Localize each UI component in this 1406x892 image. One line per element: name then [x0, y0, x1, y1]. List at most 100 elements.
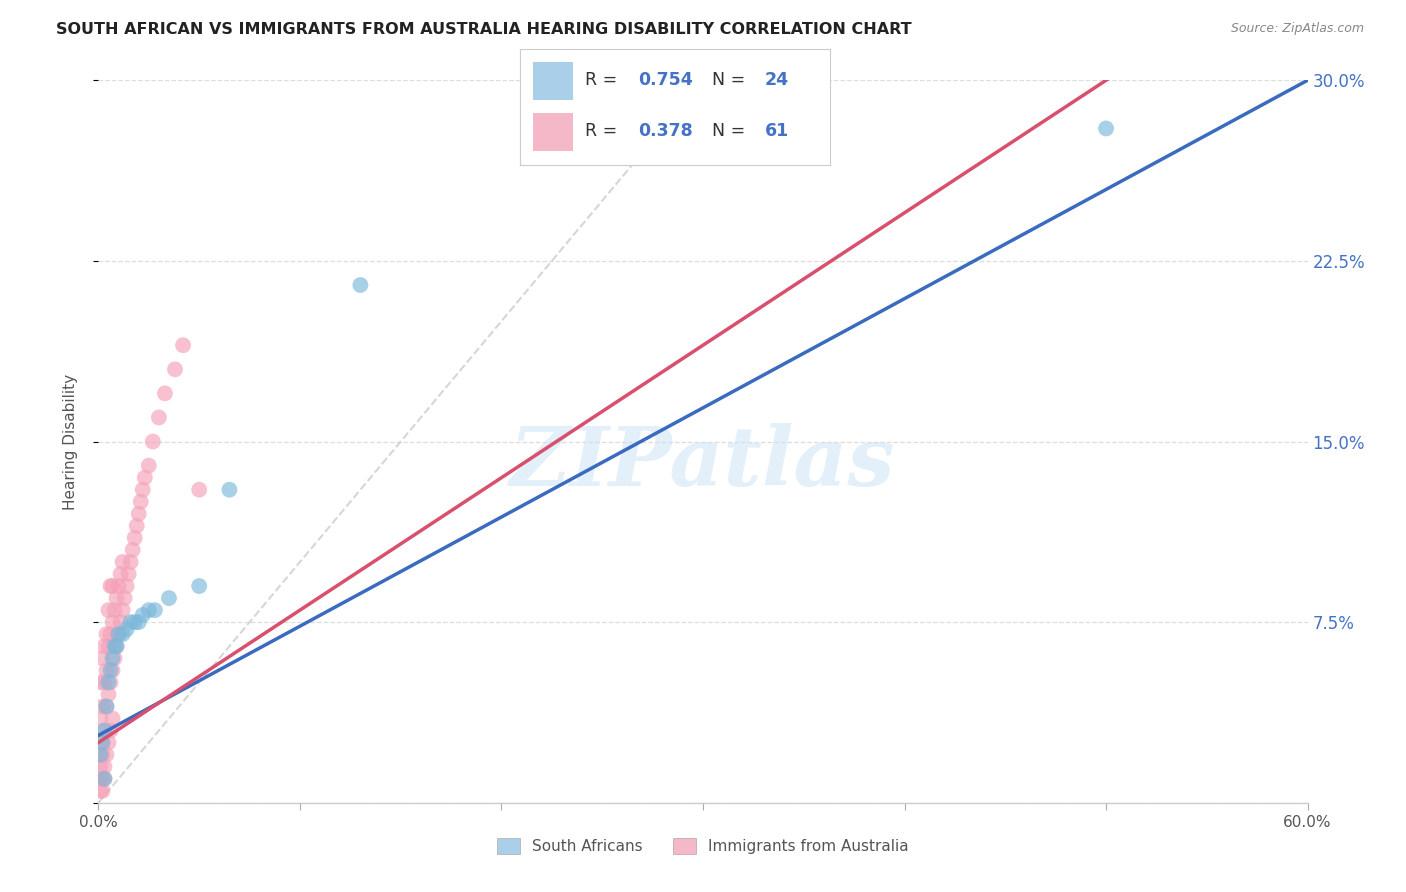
Point: [188, 483, 211, 497]
Point: [93, 772, 115, 786]
Point: [188, 579, 211, 593]
Point: [91, 772, 114, 786]
Point: [110, 615, 132, 630]
Point: [100, 664, 122, 678]
Point: [1095, 121, 1118, 136]
Text: R =: R =: [585, 71, 623, 89]
Point: [91, 747, 114, 762]
Point: [105, 591, 128, 605]
Point: [107, 627, 129, 641]
Point: [120, 615, 142, 630]
Point: [91, 735, 114, 749]
Point: [111, 555, 134, 569]
Point: [97, 603, 120, 617]
Point: [89, 772, 111, 786]
Point: [163, 362, 186, 376]
Point: [349, 277, 371, 292]
Point: [89, 747, 111, 762]
Point: [107, 627, 129, 641]
Legend: South Africans, Immigrants from Australia: South Africans, Immigrants from Australi…: [491, 832, 915, 860]
Point: [91, 651, 114, 665]
Point: [121, 542, 143, 557]
Point: [93, 772, 115, 786]
Text: Source: ZipAtlas.com: Source: ZipAtlas.com: [1230, 22, 1364, 36]
Text: 0.378: 0.378: [638, 122, 693, 140]
Point: [101, 712, 124, 726]
Point: [89, 760, 111, 774]
Point: [115, 579, 138, 593]
Text: N =: N =: [711, 122, 751, 140]
Point: [138, 603, 160, 617]
FancyBboxPatch shape: [533, 113, 572, 151]
Point: [132, 607, 155, 622]
Point: [89, 675, 111, 690]
Point: [103, 651, 125, 665]
Point: [218, 483, 240, 497]
Point: [89, 712, 111, 726]
Point: [100, 723, 122, 738]
Point: [93, 723, 115, 738]
Point: [89, 747, 111, 762]
Point: [110, 567, 132, 582]
Y-axis label: Hearing Disability: Hearing Disability: [63, 374, 77, 509]
Point: [142, 434, 165, 449]
Text: 0.754: 0.754: [638, 71, 693, 89]
Point: [89, 784, 111, 798]
Point: [132, 483, 155, 497]
Point: [111, 627, 134, 641]
Point: [91, 784, 114, 798]
Text: SOUTH AFRICAN VS IMMIGRANTS FROM AUSTRALIA HEARING DISABILITY CORRELATION CHART: SOUTH AFRICAN VS IMMIGRANTS FROM AUSTRAL…: [56, 22, 912, 37]
Point: [96, 699, 118, 714]
Point: [97, 735, 120, 749]
Point: [115, 623, 138, 637]
Text: R =: R =: [585, 122, 623, 140]
Point: [103, 603, 125, 617]
Point: [143, 603, 166, 617]
Point: [101, 651, 124, 665]
Point: [125, 518, 148, 533]
Text: N =: N =: [711, 71, 751, 89]
Point: [105, 639, 128, 653]
Point: [93, 760, 115, 774]
Point: [97, 687, 120, 701]
Point: [157, 591, 180, 605]
Point: [124, 531, 146, 545]
Text: 24: 24: [765, 71, 789, 89]
Point: [96, 664, 118, 678]
Point: [91, 735, 114, 749]
Point: [128, 507, 150, 521]
Point: [93, 675, 115, 690]
Point: [128, 615, 150, 630]
Point: [101, 615, 124, 630]
Point: [101, 579, 124, 593]
Point: [114, 591, 136, 605]
Point: [124, 615, 146, 630]
FancyBboxPatch shape: [533, 62, 572, 100]
Point: [148, 410, 170, 425]
Point: [138, 458, 160, 473]
Point: [111, 603, 134, 617]
Point: [153, 386, 176, 401]
Point: [118, 567, 141, 582]
Point: [96, 627, 118, 641]
Point: [96, 699, 118, 714]
Point: [101, 664, 124, 678]
Point: [129, 494, 152, 508]
Point: [91, 699, 114, 714]
Text: ZIPatlas: ZIPatlas: [510, 423, 896, 503]
Point: [100, 675, 122, 690]
Point: [105, 639, 128, 653]
Point: [107, 579, 129, 593]
Point: [172, 338, 194, 352]
Point: [103, 639, 125, 653]
Point: [134, 470, 156, 484]
Point: [97, 675, 120, 690]
Point: [100, 627, 122, 641]
Point: [96, 747, 118, 762]
Point: [93, 639, 115, 653]
Text: 61: 61: [765, 122, 789, 140]
Point: [97, 639, 120, 653]
Point: [100, 579, 122, 593]
Point: [120, 555, 142, 569]
Point: [93, 723, 115, 738]
